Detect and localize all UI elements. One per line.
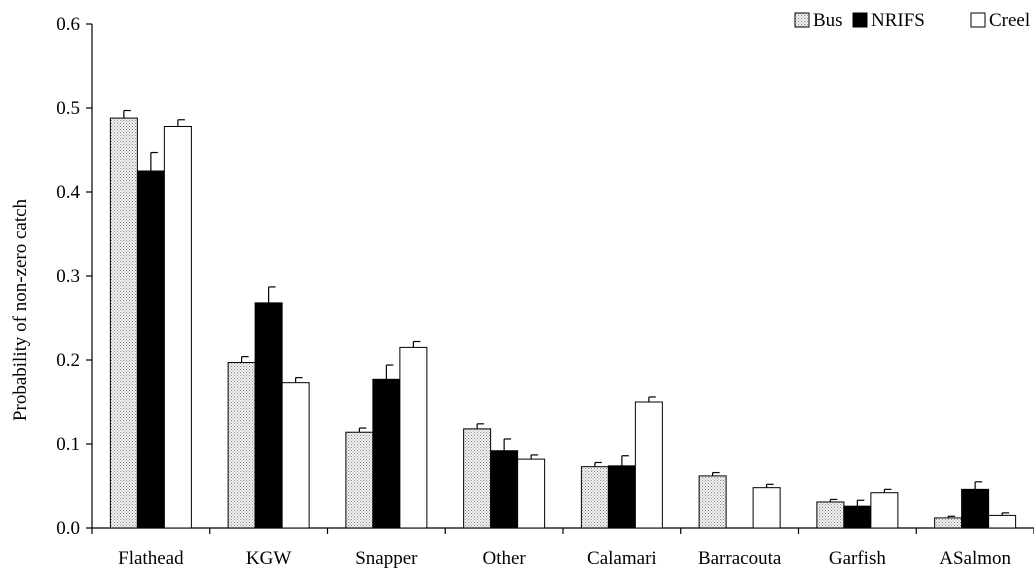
category-label: Other	[482, 548, 526, 569]
category-label: Snapper	[355, 548, 418, 569]
legend-label-creel: Creel	[989, 10, 1030, 31]
bar-creel-calamari	[634, 401, 663, 529]
bar-bus-garfish	[816, 501, 845, 529]
bar-creel-garfish	[870, 492, 899, 529]
bar-nrifs-snapper	[372, 378, 401, 529]
bar-creel-snapper	[399, 346, 428, 529]
bar-bus-asalmon	[934, 517, 963, 529]
y-tick-label: 0.0	[56, 518, 80, 539]
bar-bus-snapper	[345, 431, 374, 529]
bar-nrifs-garfish	[843, 505, 872, 529]
y-tick-label: 0.3	[56, 266, 80, 287]
category-label: Calamari	[587, 548, 657, 569]
y-tick-label: 0.1	[56, 434, 80, 455]
category-label: Garfish	[829, 548, 886, 569]
y-tick-label: 0.2	[56, 350, 80, 371]
bar-nrifs-asalmon	[961, 488, 990, 529]
bar-creel-flathead	[163, 125, 192, 529]
y-tick-label: 0.4	[56, 182, 80, 203]
bar-bus-barracouta	[698, 475, 727, 529]
category-label: Flathead	[118, 548, 184, 569]
bars	[109, 117, 1017, 529]
bar-nrifs-kgw	[254, 302, 283, 529]
legend-swatch-creel	[970, 12, 986, 28]
legend-swatch-nrifs	[852, 12, 868, 28]
error-bars	[123, 109, 1010, 518]
bar-bus-kgw	[227, 362, 256, 529]
legend-swatch-bus	[794, 12, 810, 28]
bar-creel-other	[517, 458, 546, 529]
bar-bus-flathead	[109, 117, 138, 529]
category-labels: Flathead KGW Snapper Other Calamari Barracout…	[118, 548, 1011, 569]
category-label: Barracouta	[698, 548, 782, 569]
bar-nrifs-calamari	[607, 465, 636, 529]
legend-label-nrifs: NRIFS	[871, 10, 925, 31]
y-tick-label: 0.6	[56, 14, 80, 35]
bar-creel-barracouta	[752, 487, 781, 529]
category-label: KGW	[246, 548, 291, 569]
bar-nrifs-flathead	[136, 170, 165, 529]
bar-nrifs-other	[490, 450, 519, 529]
y-tick-label: 0.5	[56, 98, 80, 119]
bar-creel-asalmon	[988, 514, 1017, 529]
legend-label-bus: Bus	[813, 10, 843, 31]
bar-creel-kgw	[281, 382, 310, 529]
category-label: ASalmon	[939, 548, 1011, 569]
tick-labels: 0.0 0.1 0.2 0.3 0.4 0.5 0.6	[56, 14, 1034, 539]
bar-bus-other	[463, 428, 492, 529]
bar-bus-calamari	[580, 466, 609, 529]
y-axis-title: Probability of non-zero catch	[10, 198, 31, 421]
legend: Bus NRIFS Creel	[794, 10, 1030, 31]
